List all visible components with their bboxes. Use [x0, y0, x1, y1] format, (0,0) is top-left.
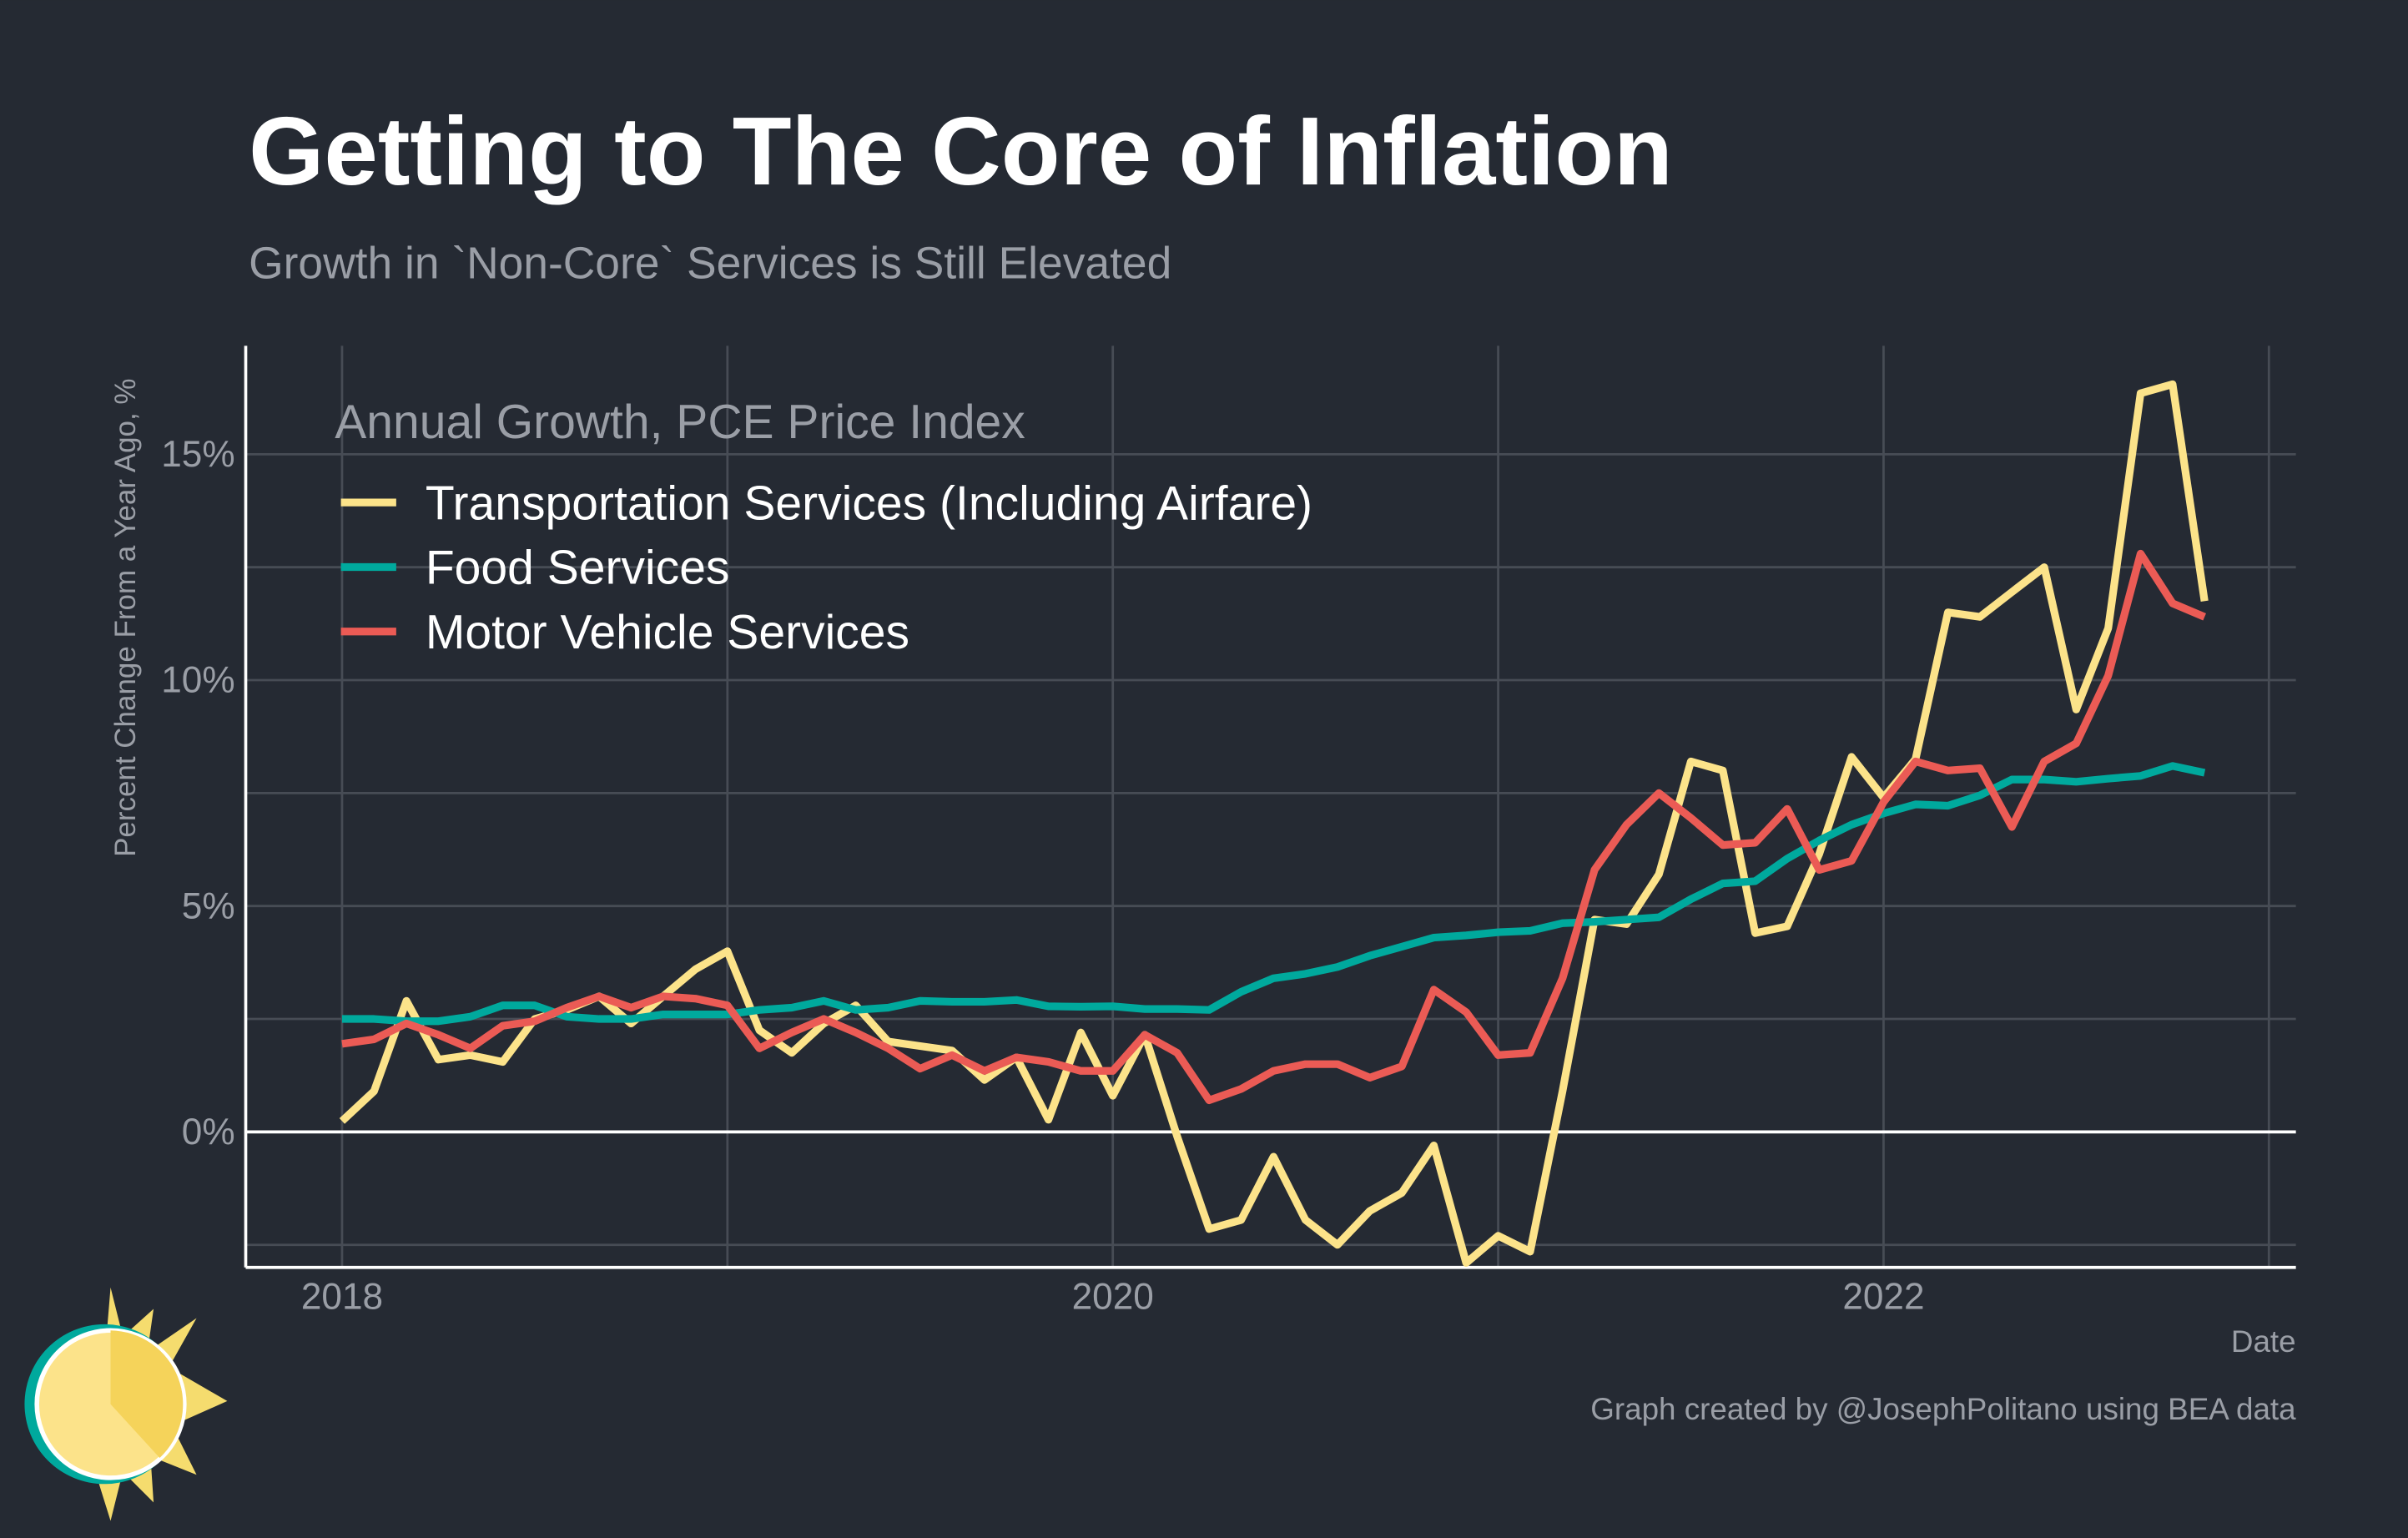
- x-tick-label: 2020: [1072, 1276, 1154, 1317]
- data-line: [341, 549, 2206, 1105]
- legend-title: Annual Growth, PCE Price Index: [335, 396, 1025, 449]
- data-line: [341, 762, 2206, 1026]
- legend-label: Food Services: [426, 542, 730, 595]
- y-tick-label: 0%: [182, 1112, 235, 1152]
- y-axis-label: Percent Change From a Year Ago, %: [109, 378, 142, 856]
- y-tick-label: 10%: [161, 660, 234, 701]
- chart-title: Getting to The Core of Inflation: [249, 97, 1673, 205]
- x-axis-label: Date: [2231, 1324, 2296, 1359]
- legend-label: Transportation Services (Including Airfa…: [426, 477, 1312, 530]
- chart-subtitle: Growth in `Non-Core` Services is Still E…: [249, 239, 1171, 288]
- y-tick-label: 15%: [161, 434, 234, 475]
- x-tick-label: 2022: [1842, 1276, 1924, 1317]
- x-tick-label: 2018: [301, 1276, 383, 1317]
- legend-label: Motor Vehicle Services: [426, 606, 909, 659]
- logo: [24, 1287, 228, 1521]
- caption: Graph created by @JosephPolitano using B…: [1590, 1392, 2296, 1426]
- grid: 0% 5% 10% 15% 2018 2020 2022: [161, 345, 2296, 1317]
- y-tick-label: 5%: [182, 885, 235, 926]
- plot-area: [339, 380, 2209, 1267]
- legend: Annual Growth, PCE Price Index Transporta…: [335, 396, 1312, 659]
- logo-shade: [110, 1330, 184, 1458]
